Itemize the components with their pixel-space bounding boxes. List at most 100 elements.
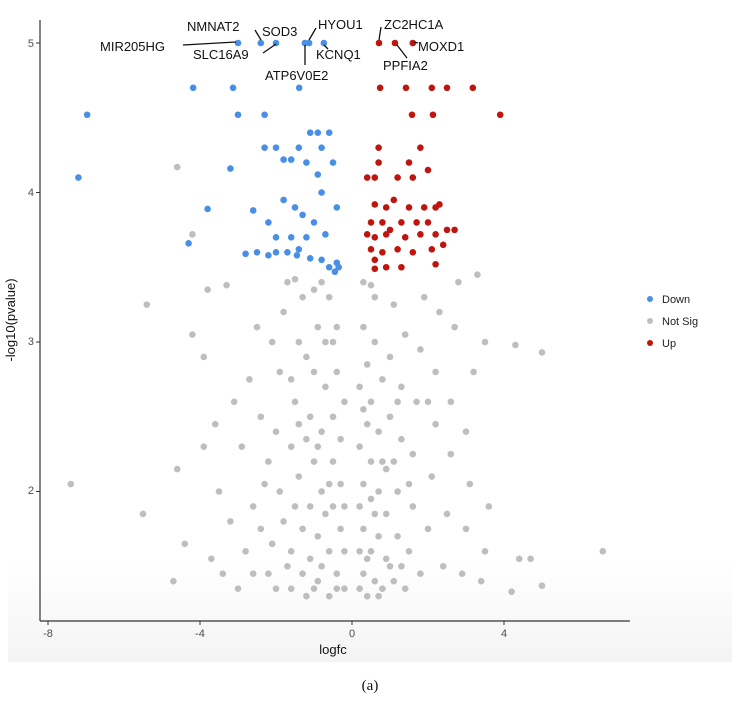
point-not-sig — [538, 582, 546, 589]
point-not-sig — [341, 398, 348, 406]
point-up — [371, 174, 379, 181]
point-down — [280, 156, 287, 163]
point-not-sig — [367, 281, 375, 289]
annotation-leader-line — [396, 44, 408, 59]
gene-label-hyou1: HYOU1 — [318, 17, 363, 32]
point-down — [284, 249, 291, 256]
point-not-sig — [379, 376, 386, 383]
y-tick-label: 2 — [28, 485, 34, 497]
y-tick-label: 3 — [28, 336, 34, 348]
x-tick-label: -8 — [43, 628, 53, 640]
point-not-sig — [189, 231, 196, 238]
point-up — [429, 111, 437, 119]
point-not-sig — [299, 570, 306, 578]
point-up — [439, 241, 447, 249]
point-not-sig — [470, 368, 477, 376]
point-down — [249, 207, 257, 214]
point-down — [318, 256, 325, 264]
point-up — [379, 219, 386, 226]
point-not-sig — [341, 503, 348, 510]
x-tick-label: 0 — [349, 628, 355, 640]
point-not-sig — [314, 577, 322, 585]
point-not-sig — [306, 503, 314, 510]
point-up — [390, 196, 398, 204]
point-not-sig — [272, 585, 280, 592]
point-down — [306, 129, 314, 136]
point-not-sig — [394, 488, 401, 495]
point-down — [287, 156, 295, 163]
point-not-sig — [208, 555, 215, 563]
point-not-sig — [173, 163, 181, 171]
point-up — [394, 174, 401, 181]
point-not-sig — [249, 570, 257, 578]
y-tick-label: 4 — [28, 187, 34, 199]
point-not-sig — [314, 533, 322, 540]
point-not-sig — [386, 353, 394, 361]
point-not-sig — [375, 428, 382, 436]
point-up — [363, 174, 371, 181]
point-up — [402, 84, 410, 92]
point-not-sig — [219, 570, 227, 578]
point-not-sig — [303, 353, 310, 361]
point-not-sig — [310, 368, 318, 376]
point-down — [295, 246, 303, 253]
point-not-sig — [390, 458, 398, 465]
point-down — [299, 211, 306, 219]
gene-label-sod3: SOD3 — [262, 24, 297, 39]
point-not-sig — [485, 503, 493, 510]
point-not-sig — [261, 480, 268, 488]
point-not-sig — [367, 548, 375, 555]
axis-ticks — [36, 42, 505, 625]
point-up — [398, 263, 405, 271]
point-not-sig — [420, 293, 428, 301]
point-not-sig — [375, 488, 382, 495]
point-not-sig — [371, 293, 379, 301]
point-not-sig — [439, 562, 447, 570]
point-up — [375, 144, 382, 151]
point-not-sig — [287, 376, 295, 383]
point-not-sig — [458, 570, 466, 578]
point-up — [432, 231, 439, 238]
point-not-sig — [280, 308, 287, 316]
point-not-sig — [360, 570, 367, 578]
point-not-sig — [386, 413, 394, 421]
point-not-sig — [382, 555, 390, 563]
point-up — [436, 201, 443, 208]
point-not-sig — [363, 592, 371, 600]
point-down — [322, 231, 329, 238]
point-not-sig — [371, 510, 379, 518]
gene-label-kcnq1: KCNQ1 — [316, 47, 361, 62]
point-not-sig — [333, 570, 341, 578]
point-not-sig — [341, 548, 348, 555]
y-tick-label: 5 — [28, 38, 34, 50]
point-down — [253, 249, 261, 256]
point-down — [318, 189, 325, 196]
point-up — [496, 111, 504, 119]
point-up — [405, 159, 413, 166]
point-not-sig — [375, 533, 382, 540]
point-up — [391, 39, 399, 47]
point-not-sig — [333, 368, 341, 376]
point-not-sig — [200, 353, 208, 361]
point-not-sig — [386, 562, 394, 570]
point-not-sig — [223, 281, 230, 289]
point-not-sig — [215, 488, 223, 495]
point-not-sig — [299, 525, 306, 533]
point-down — [257, 39, 265, 47]
point-not-sig — [329, 413, 337, 421]
point-up — [409, 39, 417, 47]
point-not-sig — [417, 570, 424, 578]
point-not-sig — [299, 293, 306, 301]
x-tick-label: 4 — [501, 628, 507, 640]
point-not-sig — [379, 585, 386, 592]
point-not-sig — [356, 548, 363, 555]
point-down — [291, 204, 299, 211]
point-not-sig — [417, 346, 424, 353]
point-not-sig — [337, 525, 344, 533]
point-up — [371, 256, 379, 264]
point-not-sig — [325, 548, 333, 555]
point-up — [469, 84, 477, 92]
point-not-sig — [508, 588, 515, 595]
annotation-leader-line — [378, 26, 382, 41]
point-not-sig — [356, 503, 363, 510]
